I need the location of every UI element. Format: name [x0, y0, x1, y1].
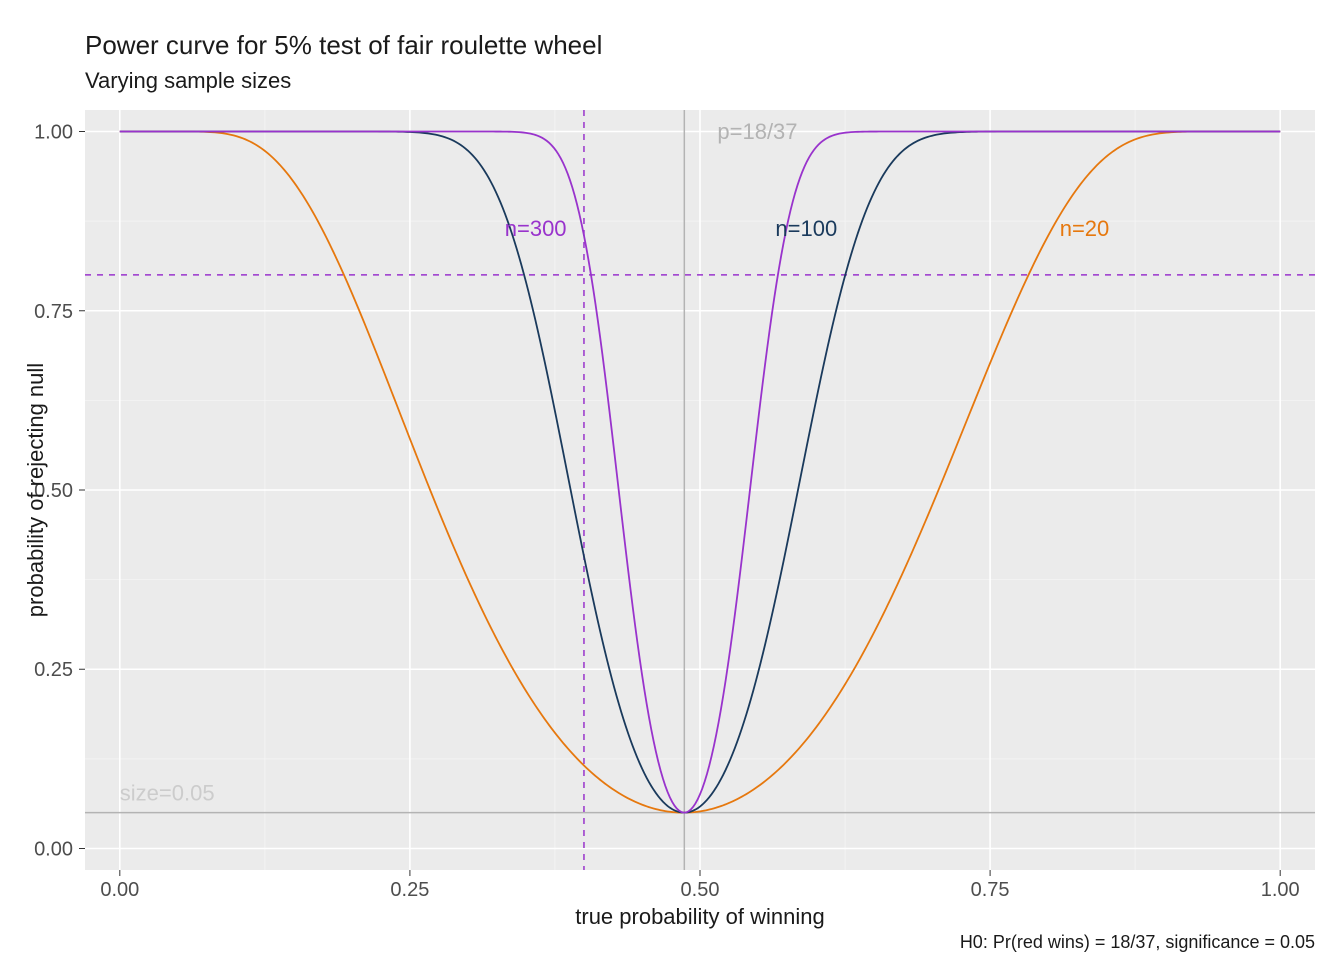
annotation-n20: n=20: [1060, 216, 1110, 241]
x-tick-label: 0.75: [971, 879, 1010, 901]
y-axis-title: probability of rejecting null: [23, 110, 49, 870]
chart-subtitle: Varying sample sizes: [85, 68, 291, 94]
panel-svg: 0.000.250.500.751.000.000.250.500.751.00…: [85, 110, 1315, 870]
chart-title: Power curve for 5% test of fair roulette…: [85, 30, 602, 61]
annotation-n300: n=300: [505, 216, 567, 241]
annotation-n100: n=100: [775, 216, 837, 241]
x-axis-title: true probability of winning: [85, 904, 1315, 930]
x-tick-label: 1.00: [1261, 879, 1300, 901]
x-tick-label: 0.00: [100, 879, 139, 901]
annotation-p0_label: p=18/37: [717, 119, 797, 144]
x-tick-label: 0.25: [390, 879, 429, 901]
x-tick-label: 0.50: [681, 879, 720, 901]
annotation-size_label: size=0.05: [120, 780, 215, 805]
chart-caption: H0: Pr(red wins) = 18/37, significance =…: [960, 932, 1315, 953]
plot-panel: 0.000.250.500.751.000.000.250.500.751.00…: [85, 110, 1315, 870]
